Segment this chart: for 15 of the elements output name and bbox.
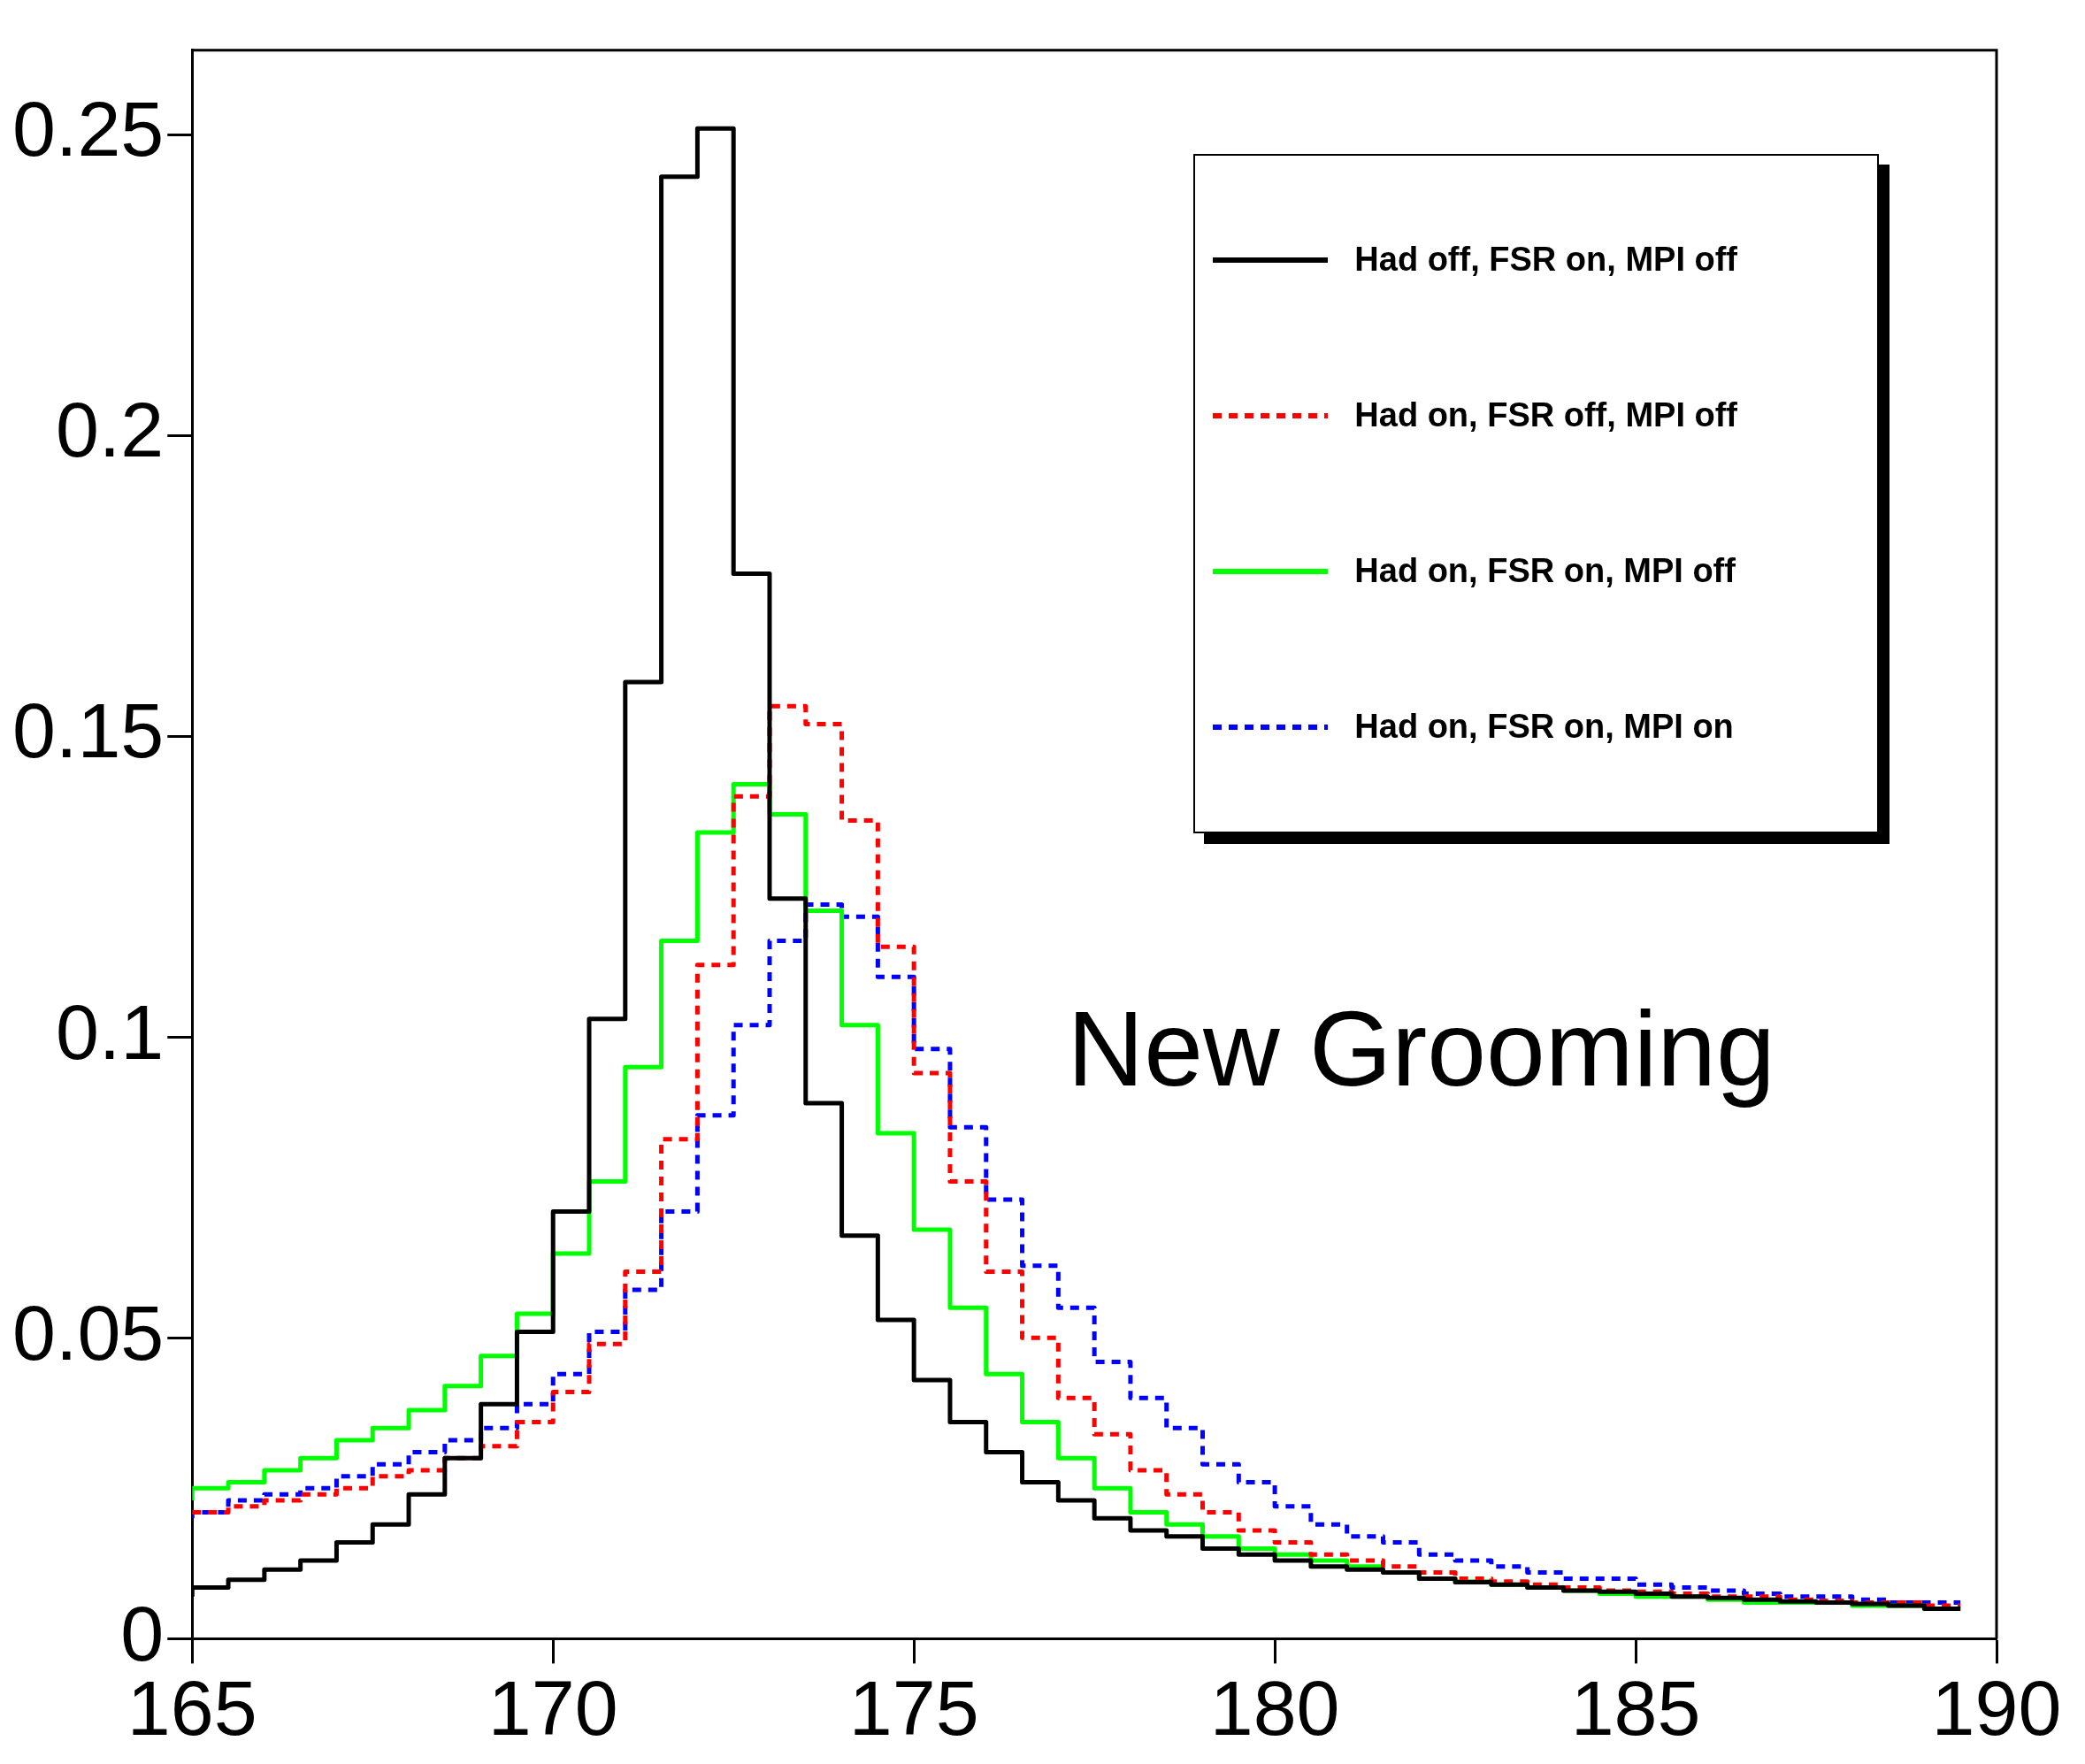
legend-label: Had on, FSR on, MPI on bbox=[1354, 708, 1734, 746]
legend-label: Had on, FSR off, MPI off bbox=[1354, 396, 1738, 434]
y-tick-label: 0.15 bbox=[11, 686, 165, 775]
y-tick-label: 0.25 bbox=[11, 85, 165, 173]
x-tick-label: 185 bbox=[1570, 1664, 1701, 1752]
legend-label: Had on, FSR on, MPI off bbox=[1354, 552, 1736, 590]
y-tick-label: 0.1 bbox=[55, 987, 165, 1076]
x-tick-label: 180 bbox=[1209, 1664, 1340, 1752]
y-tick-label: 0.2 bbox=[55, 386, 165, 474]
legend-label: Had off, FSR on, MPI off bbox=[1354, 241, 1738, 279]
x-tick-label: 190 bbox=[1931, 1664, 2062, 1752]
y-tick-label: 0.05 bbox=[11, 1288, 165, 1377]
annotation: New Grooming bbox=[1067, 988, 1775, 1110]
x-tick-label: 170 bbox=[487, 1664, 618, 1752]
x-tick-label: 175 bbox=[848, 1664, 979, 1752]
